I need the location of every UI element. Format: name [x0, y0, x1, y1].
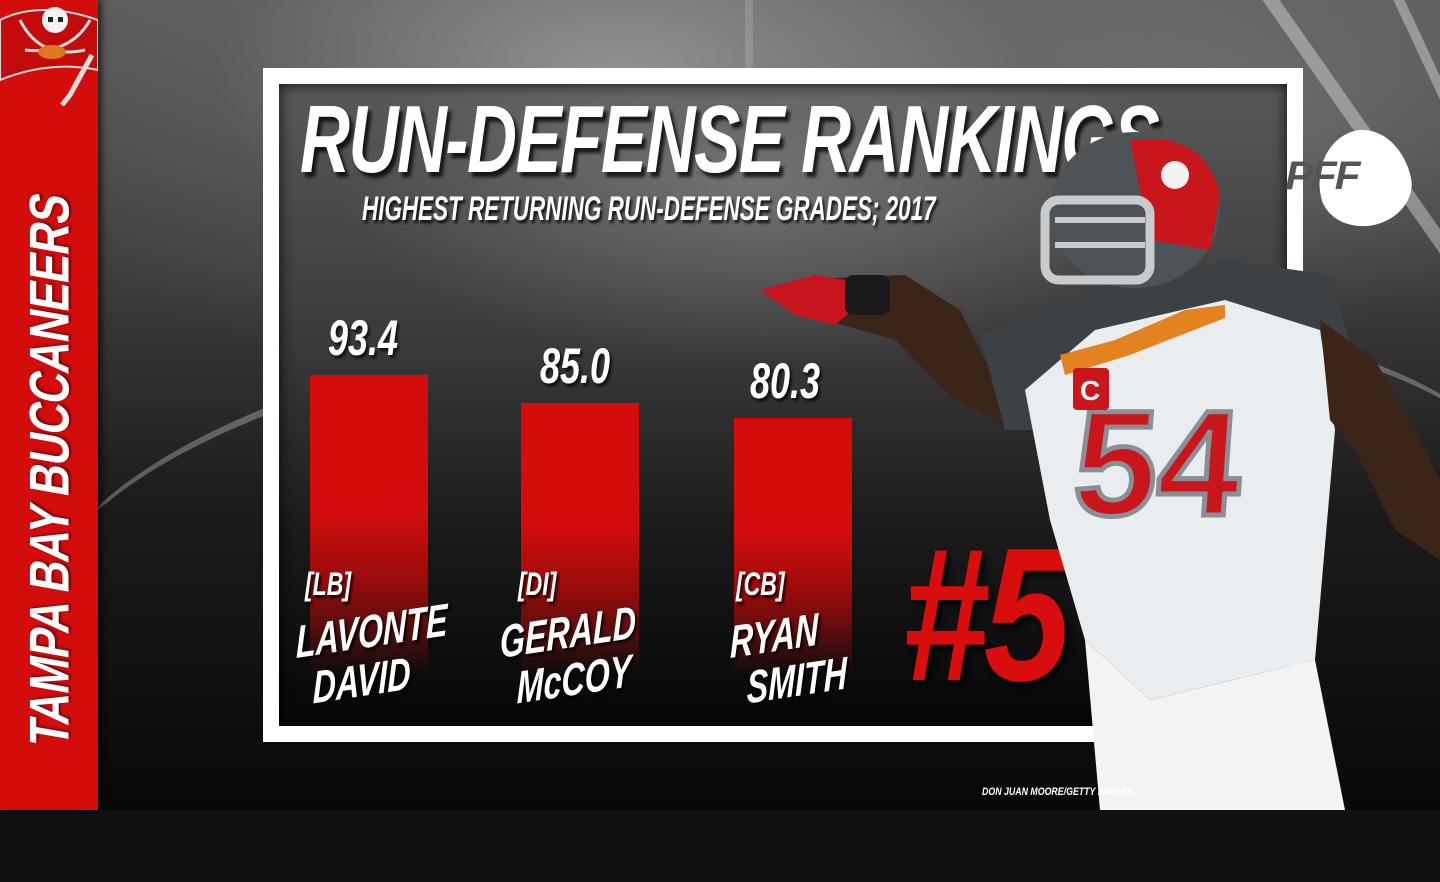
pff-logo-text: PFF: [1285, 154, 1360, 198]
player-name: GERALD McCOY: [500, 596, 636, 714]
player-position: [LB]: [305, 566, 352, 602]
team-name: TAMPA BAY BUCCANEERS: [17, 111, 82, 830]
svg-text:C: C: [1080, 375, 1100, 406]
team-name-text: TAMPA BAY BUCCANEERS: [17, 188, 81, 752]
photo-credit: DON JUAN MOORE/GETTY IMAGES: [982, 786, 1133, 798]
bar-lavonte-david: [310, 375, 428, 675]
bar-gerald-mccoy: [521, 403, 639, 675]
buccaneers-flag-icon: [0, 7, 98, 107]
bar-ryan-smith: [734, 418, 852, 675]
bar-value-label: 85.0: [540, 338, 611, 394]
player-photo: 54 C: [760, 132, 1440, 810]
bar-value-label: 80.3: [750, 353, 821, 409]
team-strip: TAMPA BAY BUCCANEERS: [0, 0, 98, 810]
chart-subtitle: HIGHEST RETURNING RUN-DEFENSE GRADES; 20…: [362, 190, 936, 228]
player-position: [CB]: [736, 566, 785, 602]
player-position: [DI]: [518, 566, 557, 602]
bar-value-label: 93.4: [328, 310, 399, 366]
chart-title: RUN-DEFENSE RANKINGS: [300, 86, 1160, 193]
team-rank: #5: [902, 509, 1070, 721]
